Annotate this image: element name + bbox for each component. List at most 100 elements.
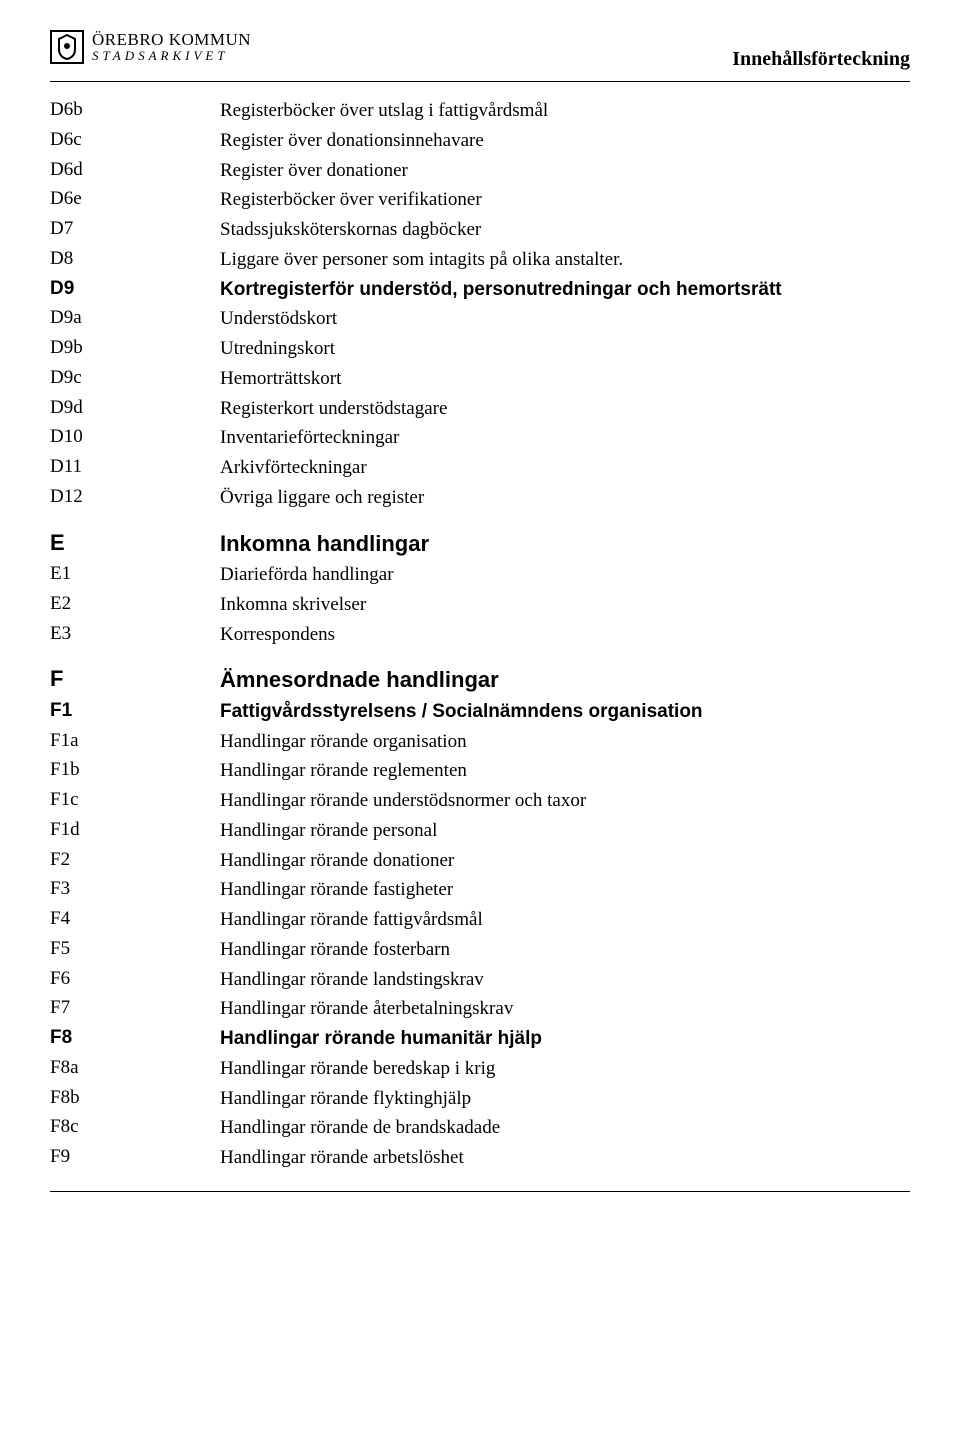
logo-line2: STADSARKIVET	[92, 49, 251, 63]
toc-row: F6Handlingar rörande landstingskrav	[50, 965, 910, 995]
header-divider	[50, 81, 910, 82]
toc-row: F1dHandlingar rörande personal	[50, 816, 910, 846]
toc-code: F8	[50, 1027, 220, 1049]
logo-block: ÖREBRO KOMMUN STADSARKIVET	[50, 30, 251, 64]
section-gap	[50, 649, 910, 663]
section-gap	[50, 513, 910, 527]
toc-desc: Register över donationsinnehavare	[220, 129, 910, 153]
toc-desc: Handlingar rörande organisation	[220, 730, 910, 754]
toc-row: F7Handlingar rörande återbetalningskrav	[50, 994, 910, 1024]
toc-desc: Register över donationer	[220, 159, 910, 183]
toc-row: F8cHandlingar rörande de brandskadade	[50, 1113, 910, 1143]
toc-code: F6	[50, 968, 220, 990]
toc-code: D6c	[50, 129, 220, 151]
toc-code: E2	[50, 593, 220, 615]
orebro-logo-icon	[50, 30, 84, 64]
toc-row: D9dRegisterkort understödstagare	[50, 394, 910, 424]
toc-desc: Handlingar rörande fastigheter	[220, 878, 910, 902]
toc-desc: Liggare över personer som intagits på ol…	[220, 248, 910, 272]
toc-code: F1b	[50, 759, 220, 781]
logo-line1: ÖREBRO KOMMUN	[92, 31, 251, 49]
toc-code: E	[50, 530, 220, 556]
toc-row: D7Stadssjuksköterskornas dagböcker	[50, 215, 910, 245]
toc-code: D9b	[50, 337, 220, 359]
toc-row: F8Handlingar rörande humanitär hjälp	[50, 1024, 910, 1054]
toc-code: E1	[50, 563, 220, 585]
toc-desc: Arkivförteckningar	[220, 456, 910, 480]
toc-row: F4Handlingar rörande fattigvårdsmål	[50, 905, 910, 935]
toc-desc: Ämnesordnade handlingar	[220, 666, 910, 694]
page-header: ÖREBRO KOMMUN STADSARKIVET Innehållsfört…	[50, 30, 910, 71]
toc-code: F8a	[50, 1057, 220, 1079]
toc-row: F1Fattigvårdsstyrelsens / Socialnämndens…	[50, 697, 910, 727]
toc-row: D10Inventarieförteckningar	[50, 423, 910, 453]
toc-desc: Handlingar rörande beredskap i krig	[220, 1057, 910, 1081]
toc-code: D9c	[50, 367, 220, 389]
toc-code: E3	[50, 623, 220, 645]
toc-row: EInkomna handlingar	[50, 527, 910, 561]
toc-desc: Handlingar rörande landstingskrav	[220, 968, 910, 992]
toc-code: F3	[50, 878, 220, 900]
toc-code: D11	[50, 456, 220, 478]
toc-desc: Handlingar rörande reglementen	[220, 759, 910, 783]
toc-row: F8aHandlingar rörande beredskap i krig	[50, 1054, 910, 1084]
toc-desc: Inventarieförteckningar	[220, 426, 910, 450]
toc-desc: Handlingar rörande flyktinghjälp	[220, 1087, 910, 1111]
toc-row: D9cHemorträttskort	[50, 364, 910, 394]
toc-row: F5Handlingar rörande fosterbarn	[50, 935, 910, 965]
toc-row: D6dRegister över donationer	[50, 156, 910, 186]
toc-row: F2Handlingar rörande donationer	[50, 846, 910, 876]
toc-code: F7	[50, 997, 220, 1019]
toc-code: F1	[50, 700, 220, 722]
toc-row: D11Arkivförteckningar	[50, 453, 910, 483]
toc-desc: Inkomna skrivelser	[220, 593, 910, 617]
toc-code: D6e	[50, 188, 220, 210]
toc-row: E3Korrespondens	[50, 620, 910, 650]
toc-desc: Fattigvårdsstyrelsens / Socialnämndens o…	[220, 700, 910, 724]
toc-code: D10	[50, 426, 220, 448]
toc-desc: Diarieförda handlingar	[220, 563, 910, 587]
toc-code: F1c	[50, 789, 220, 811]
toc-desc: Utredningskort	[220, 337, 910, 361]
table-of-contents: D6bRegisterböcker över utslag i fattigvå…	[50, 96, 910, 1173]
toc-desc: Registerböcker över verifikationer	[220, 188, 910, 212]
toc-row: F1cHandlingar rörande understödsnormer o…	[50, 786, 910, 816]
toc-desc: Registerkort understödstagare	[220, 397, 910, 421]
toc-desc: Korrespondens	[220, 623, 910, 647]
toc-row: F1bHandlingar rörande reglementen	[50, 756, 910, 786]
toc-code: F8c	[50, 1116, 220, 1138]
toc-code: D9a	[50, 307, 220, 329]
toc-desc: Handlingar rörande understödsnormer och …	[220, 789, 910, 813]
toc-row: E2Inkomna skrivelser	[50, 590, 910, 620]
toc-row: D8Liggare över personer som intagits på …	[50, 245, 910, 275]
toc-row: F8bHandlingar rörande flyktinghjälp	[50, 1084, 910, 1114]
toc-code: D6d	[50, 159, 220, 181]
toc-code: F9	[50, 1146, 220, 1168]
header-title: Innehållsförteckning	[732, 30, 910, 71]
toc-row: D9Kortregisterför understöd, personutred…	[50, 275, 910, 305]
toc-desc: Handlingar rörande humanitär hjälp	[220, 1027, 910, 1051]
toc-code: D9d	[50, 397, 220, 419]
toc-row: F3Handlingar rörande fastigheter	[50, 875, 910, 905]
logo-text: ÖREBRO KOMMUN STADSARKIVET	[92, 31, 251, 62]
toc-desc: Stadssjuksköterskornas dagböcker	[220, 218, 910, 242]
toc-row: D6eRegisterböcker över verifikationer	[50, 185, 910, 215]
toc-code: F1a	[50, 730, 220, 752]
toc-desc: Kortregisterför understöd, personutredni…	[220, 278, 910, 302]
toc-code: F8b	[50, 1087, 220, 1109]
toc-code: D6b	[50, 99, 220, 121]
toc-row: D12Övriga liggare och register	[50, 483, 910, 513]
toc-code: F1d	[50, 819, 220, 841]
toc-code: D7	[50, 218, 220, 240]
toc-code: F5	[50, 938, 220, 960]
toc-row: D6cRegister över donationsinnehavare	[50, 126, 910, 156]
toc-desc: Handlingar rörande de brandskadade	[220, 1116, 910, 1140]
toc-desc: Hemorträttskort	[220, 367, 910, 391]
toc-code: D9	[50, 278, 220, 300]
toc-code: D12	[50, 486, 220, 508]
toc-desc: Understödskort	[220, 307, 910, 331]
toc-desc: Handlingar rörande återbetalningskrav	[220, 997, 910, 1021]
toc-row: E1Diarieförda handlingar	[50, 560, 910, 590]
toc-desc: Handlingar rörande fattigvårdsmål	[220, 908, 910, 932]
toc-row: D6bRegisterböcker över utslag i fattigvå…	[50, 96, 910, 126]
